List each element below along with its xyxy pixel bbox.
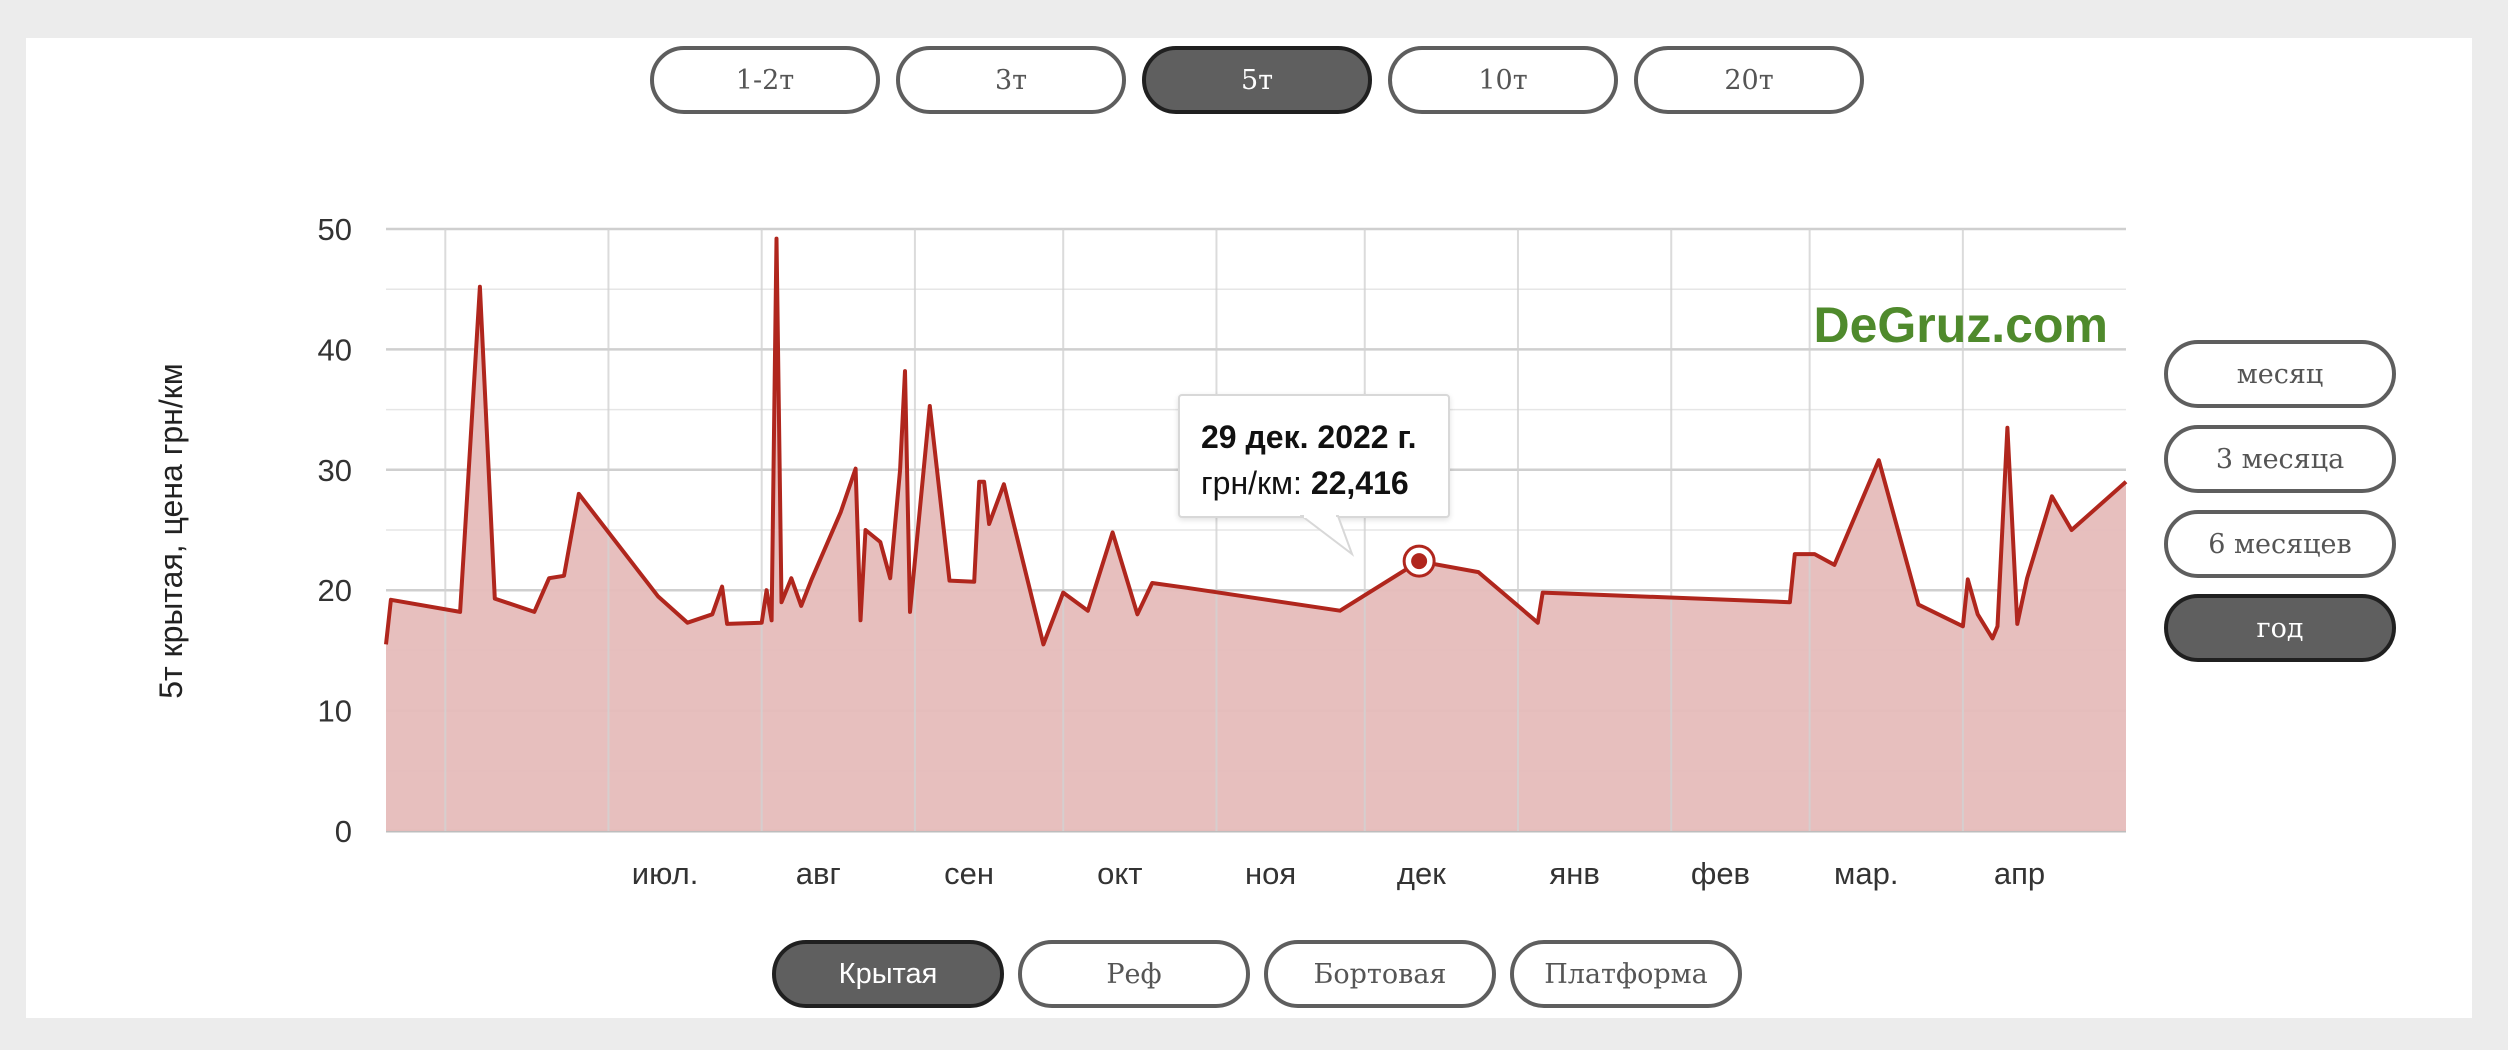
y-axis-ticks: 0 10 20 30 40 50 xyxy=(318,212,352,849)
y-tick-label: 20 xyxy=(318,573,352,608)
y-tick-label: 30 xyxy=(318,453,352,488)
x-axis-ticks: июл. авг сен окт ноя дек янв фев мар. апр xyxy=(632,856,2045,891)
x-tick-label: окт xyxy=(1097,856,1142,891)
tab-period-6-months[interactable]: 6 месяцев xyxy=(2164,510,2396,578)
y-tick-label: 40 xyxy=(318,332,352,367)
tab-body-ref[interactable]: Реф xyxy=(1018,940,1250,1008)
price-area xyxy=(386,238,2126,832)
x-tick-label: фев xyxy=(1691,856,1750,891)
x-tick-label: ноя xyxy=(1245,856,1296,891)
tab-body-covered[interactable]: Крытая xyxy=(772,940,1004,1008)
x-tick-label: янв xyxy=(1549,856,1599,891)
tooltip: 29 дек. 2022 г. грн/км: 22,416 xyxy=(1178,394,1450,518)
tooltip-value: 22,416 xyxy=(1310,465,1409,501)
y-tick-label: 0 xyxy=(335,814,352,849)
tab-period-year[interactable]: год xyxy=(2164,594,2396,662)
x-tick-label: сен xyxy=(944,856,994,891)
x-tick-label: дек xyxy=(1397,856,1446,891)
highlight-point xyxy=(1411,553,1428,570)
tab-period-3-months[interactable]: 3 месяца xyxy=(2164,425,2396,493)
x-tick-label: мар. xyxy=(1834,856,1898,891)
x-tick-label: июл. xyxy=(632,856,699,891)
highlight-marker xyxy=(1402,544,1436,578)
x-tick-label: авг xyxy=(796,856,841,891)
y-tick-label: 10 xyxy=(318,694,352,729)
tab-tonnage-20t[interactable]: 20т xyxy=(1634,46,1864,114)
tab-tonnage-5t[interactable]: 5т xyxy=(1142,46,1372,114)
watermark-logo: DeGruz.com xyxy=(1813,297,2108,353)
tooltip-tail xyxy=(1300,514,1355,557)
tab-period-month[interactable]: месяц xyxy=(2164,340,2396,408)
tab-tonnage-10t[interactable]: 10т xyxy=(1388,46,1618,114)
price-line xyxy=(384,236,2128,647)
tab-tonnage-1-2t[interactable]: 1-2т xyxy=(650,46,880,114)
tab-body-platform[interactable]: Платформа xyxy=(1510,940,1742,1008)
tab-tonnage-3t[interactable]: 3т xyxy=(896,46,1126,114)
x-tick-label: апр xyxy=(1994,856,2045,891)
y-axis-label: 5т крытая, цена грн/км xyxy=(153,363,189,699)
y-tick-label: 50 xyxy=(318,212,352,247)
tab-body-flatbed[interactable]: Бортовая xyxy=(1264,940,1496,1008)
tooltip-series-label: грн/км: xyxy=(1201,465,1302,501)
tooltip-date: 29 дек. 2022 г. xyxy=(1201,419,1417,455)
